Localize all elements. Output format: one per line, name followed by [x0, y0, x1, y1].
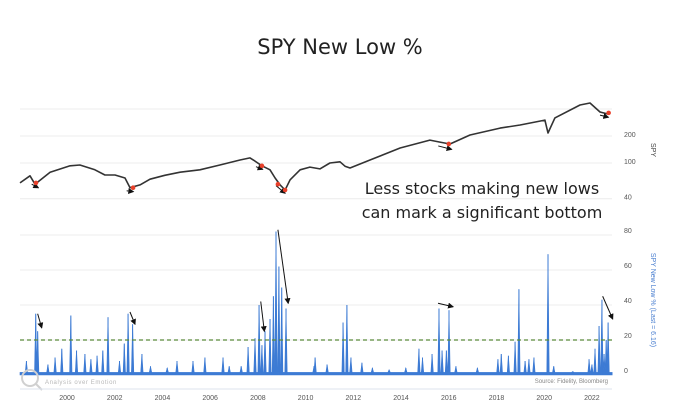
spy-low-marker — [130, 185, 136, 191]
x-tick-label: 2010 — [298, 395, 314, 402]
spy-low-marker — [446, 141, 452, 147]
spy-price-line — [19, 102, 609, 191]
newlow-arrow — [260, 301, 267, 333]
x-tick-label: 2016 — [441, 395, 457, 402]
newlow-arrow — [277, 229, 291, 305]
spy-axis-title: SPY — [649, 143, 656, 157]
spy-tick-label: 100 — [624, 159, 636, 166]
spy-arrow — [275, 185, 286, 194]
spy-arrow — [255, 164, 264, 171]
x-tick-label: 2008 — [250, 395, 266, 402]
spy-arrow — [599, 113, 610, 119]
watermark-text: Analysis over Emotion — [45, 380, 117, 386]
newlow-tick-label: 40 — [624, 298, 632, 305]
new-low-area — [19, 231, 613, 376]
newlow-arrow — [437, 302, 455, 309]
x-tick-label: 2014 — [393, 395, 409, 402]
newlow-axis-title: SPY New Low % (Last = 6.16) — [649, 253, 656, 347]
newlow-gridlines: 80 60 40 20 0 — [20, 228, 632, 375]
newlow-tick-label: 20 — [624, 333, 632, 340]
annotation-line-2: can mark a significant bottom — [362, 203, 603, 222]
spy-low-marker — [282, 187, 288, 193]
annotation-line-1: Less stocks making new lows — [365, 179, 599, 198]
spy-price-panel — [19, 102, 611, 194]
newlow-tick-label: 60 — [624, 263, 632, 270]
spy-gridlines: 200 100 40 — [20, 108, 636, 202]
x-tick-label: 2006 — [202, 395, 218, 402]
new-low-panel — [19, 229, 614, 376]
x-tick-label: 2018 — [489, 395, 505, 402]
spy-low-marker — [33, 180, 39, 186]
newlow-arrow — [37, 313, 44, 329]
source-note: Source: Fidelity, Bloomberg — [535, 379, 608, 385]
newlow-arrow — [129, 311, 136, 326]
chart-title: SPY New Low % — [257, 35, 423, 59]
newlow-tick-label: 0 — [624, 368, 628, 375]
spy-low-marker — [606, 110, 611, 116]
newlow-tick-label: 80 — [624, 228, 632, 235]
x-tick-label: 2002 — [107, 395, 123, 402]
spy-tick-label: 200 — [624, 132, 636, 139]
spy-arrow — [438, 145, 453, 152]
spy-arrow — [126, 188, 135, 194]
x-tick-label: 2000 — [59, 395, 75, 402]
spy-arrow — [31, 182, 40, 189]
newlow-arrow — [602, 296, 614, 320]
spy-low-marker — [275, 181, 281, 187]
x-tick-label: 2020 — [536, 395, 552, 402]
spy-low-marker — [259, 163, 265, 169]
x-axis-ticks: 2000 2002 2004 2006 2008 2010 2012 2014 2016 2018… — [59, 395, 600, 402]
spy-tick-label: 40 — [624, 195, 632, 202]
x-tick-label: 2012 — [346, 395, 362, 402]
watermark-magnifier-icon — [21, 369, 39, 387]
x-tick-label: 2004 — [155, 395, 171, 402]
x-tick-label: 2022 — [584, 395, 600, 402]
